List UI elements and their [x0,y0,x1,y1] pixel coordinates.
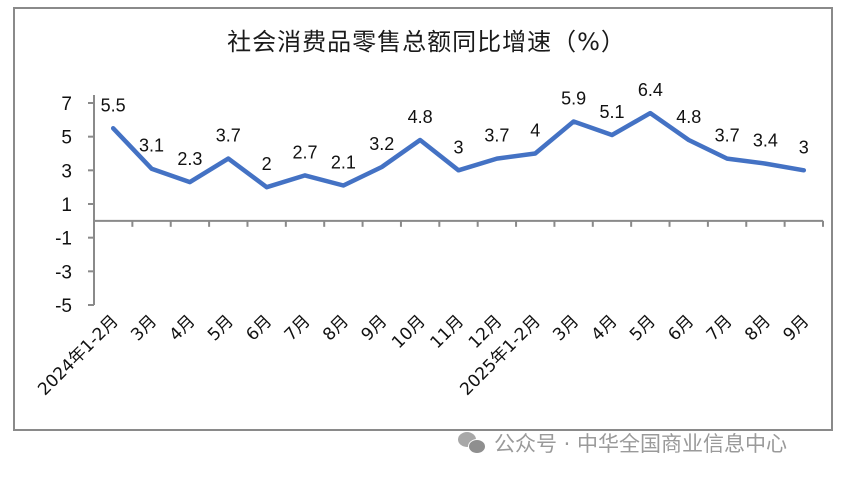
x-tick-label: 8月 [319,311,353,345]
x-tick-label: 10月 [388,311,429,352]
watermark: 公众号 · 中华全国商业信息中心 [458,428,787,458]
series-line [110,110,807,190]
x-tick-label: 9月 [357,311,391,345]
x-tick-label: 6月 [664,311,698,345]
data-series [110,110,807,190]
y-axis: 7 5 3 1 -1 -3 -5 [55,94,95,317]
x-tick-labels: 2024年1-2月 3月 4月 5月 6月 7月 8月 9月10月11月12月2025年1-2… [34,311,813,399]
data-labels: 5.5 3.1 2.3 3.7 2 2.7 2.1 3.2 4.8 3 3.7 4 5.9 5.1 6.4 4… [101,80,809,174]
data-label: 4 [530,121,540,141]
data-label: 3.7 [484,126,509,146]
x-tick-label: 4月 [166,311,200,345]
data-label: 3.4 [753,131,778,151]
x-tick-label: 9月 [780,311,814,345]
chart-frame [13,7,833,431]
data-label: 2.7 [293,142,318,162]
data-label: 3.7 [715,126,740,146]
x-tick-label: 3月 [549,311,583,345]
data-label: 3.7 [216,126,241,146]
wechat-icon [458,432,486,454]
x-tick-label: 7月 [703,311,737,345]
data-label: 5.5 [101,95,126,115]
data-label: 2 [262,154,272,174]
data-label: 4.8 [676,107,701,127]
x-tick-label: 7月 [281,311,315,345]
data-label: 2.3 [177,149,202,169]
watermark-text: 公众号 · 中华全国商业信息中心 [494,432,788,456]
x-tick-label: 2024年1-2月 [34,311,122,399]
data-label: 3.1 [139,136,164,156]
y-tick-label: -5 [55,296,72,317]
chart-title: 社会消费品零售总额同比增速（%） [227,28,626,56]
x-axis [94,219,824,227]
x-tick-label: 5月 [204,311,238,345]
y-tick-label: 1 [61,195,72,216]
x-tick-label: 4月 [588,311,622,345]
y-tick-label: -1 [55,229,72,250]
data-label: 3 [799,137,809,157]
x-tick-label: 5月 [626,311,660,345]
x-tick-label: 6月 [242,311,276,345]
x-tick-label: 3月 [127,311,161,345]
y-tick-label: 7 [61,94,72,115]
x-tick-label: 11月 [427,311,468,352]
data-label: 2.1 [331,152,356,172]
data-label: 6.4 [638,80,663,100]
data-label: 3 [453,137,463,157]
y-tick-label: 5 [61,128,72,149]
data-label: 5.1 [599,102,624,122]
data-label: 4.8 [408,107,433,127]
data-label: 3.2 [369,134,394,154]
data-label: 5.9 [561,89,586,109]
x-tick-label: 8月 [741,311,775,345]
y-tick-label: 3 [61,161,72,182]
y-tick-label: -3 [55,262,72,283]
